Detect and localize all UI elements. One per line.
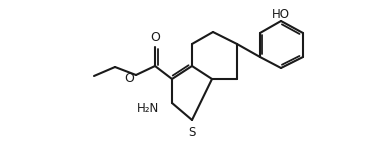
- Text: S: S: [188, 126, 196, 139]
- Text: O: O: [150, 31, 160, 44]
- Text: O: O: [124, 73, 134, 86]
- Text: HO: HO: [272, 8, 290, 21]
- Text: H₂N: H₂N: [137, 101, 159, 114]
